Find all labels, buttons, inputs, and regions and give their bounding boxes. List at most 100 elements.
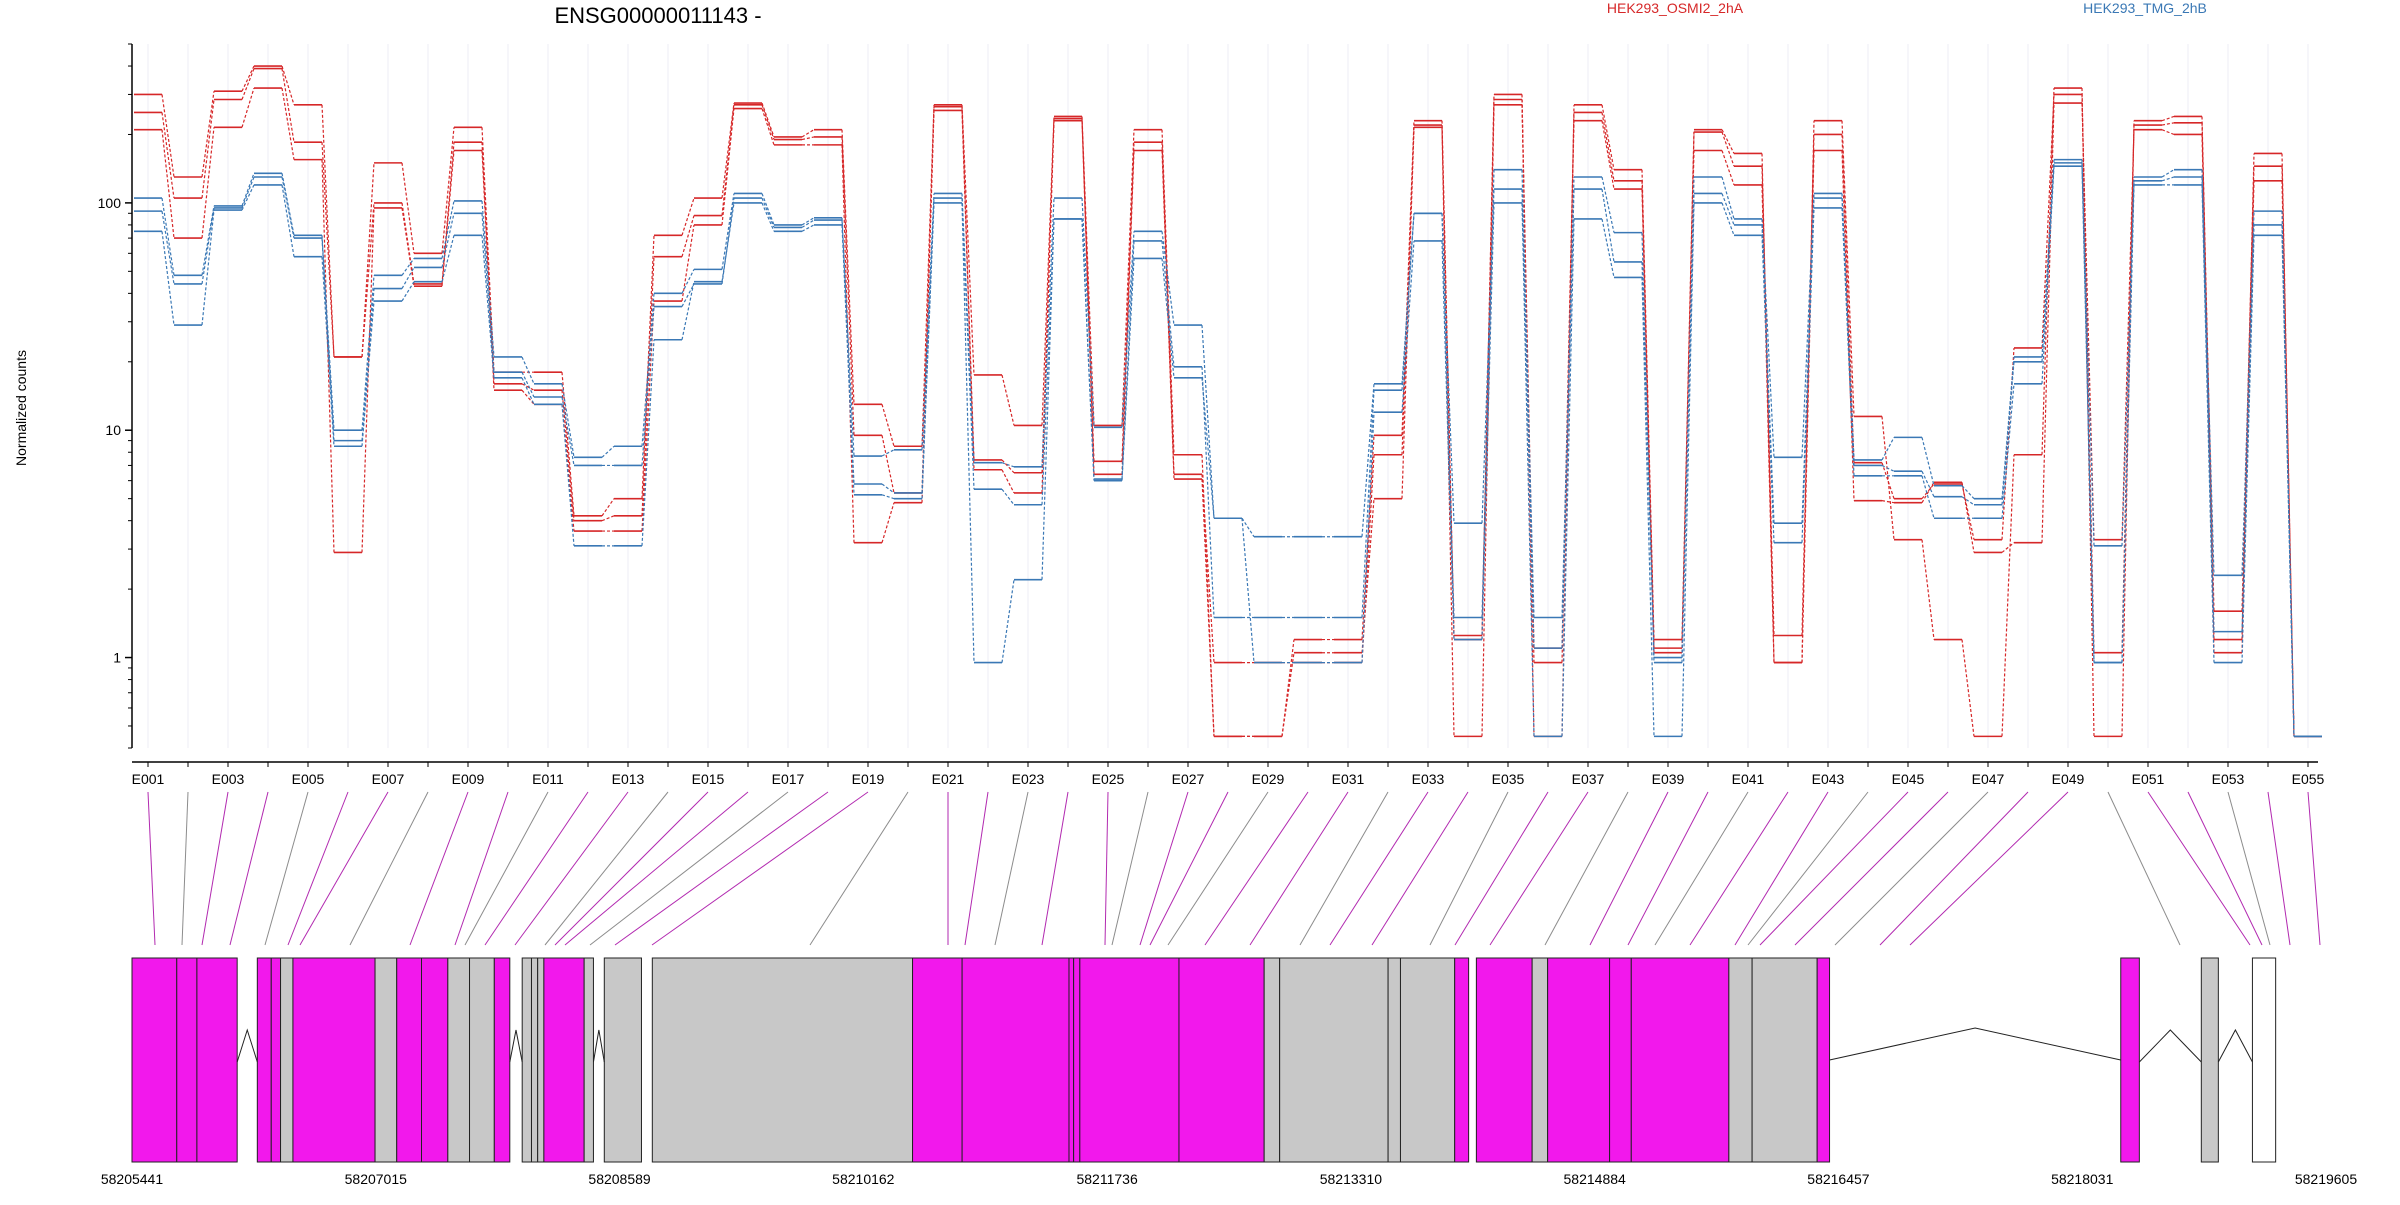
gene-exon-box (603, 957, 642, 1163)
gene-exon-box (1816, 957, 1831, 1163)
gene-exon-box (961, 957, 1070, 1163)
series-connector-OSMI2 (2161, 115, 2175, 122)
series-connector-TMG (2281, 235, 2295, 737)
x-tick-label-E029: E029 (1252, 771, 1285, 787)
gene-exon-box (196, 957, 238, 1163)
series-connector-OSMI2 (2241, 180, 2255, 653)
series-connector-OSMI2 (1921, 482, 1935, 503)
genomic-tick-label: 58208589 (588, 1171, 651, 1187)
exon-connector-E039 (1589, 791, 1669, 946)
exon-connector-E033 (1329, 791, 1429, 946)
series-connector-TMG (681, 269, 695, 294)
series-connector-TMG (1681, 202, 1695, 737)
series-connector-OSMI2 (1721, 150, 1735, 186)
series-connector-TMG (1761, 235, 1775, 543)
series-connector-OSMI2 (161, 94, 175, 178)
series-connector-OSMI2 (241, 65, 255, 92)
series-connector-TMG (1601, 176, 1615, 233)
x-tick-label-E031: E031 (1332, 771, 1365, 787)
exon-connector-E047 (1834, 791, 1989, 946)
exon-connector-E038 (1544, 791, 1629, 946)
exon-connector-E013 (514, 791, 629, 946)
series-connector-TMG (2241, 211, 2255, 576)
series-connector-OSMI2 (321, 104, 335, 357)
series-connector-OSMI2 (1921, 539, 1935, 640)
series-connector-OSMI2 (801, 136, 815, 141)
gene-exon-box (280, 957, 294, 1163)
series-connector-TMG (961, 198, 975, 490)
series-connector-TMG (1081, 198, 1095, 428)
gene-exon-box (2251, 957, 2277, 1163)
exon-connector-E048 (1879, 791, 2029, 946)
series-connector-OSMI2 (561, 390, 575, 521)
series-connector-OSMI2 (1201, 478, 1215, 737)
series-connector-OSMI2 (2121, 129, 2135, 540)
series-connector-TMG (2041, 162, 2055, 362)
exon-connector-E001 (147, 791, 156, 946)
series-connector-OSMI2 (1121, 142, 1135, 462)
series-connector-OSMI2 (601, 515, 615, 522)
series-connector-TMG (441, 235, 455, 282)
exon-connector-E049 (1909, 791, 2069, 946)
x-tick-label-E041: E041 (1732, 771, 1765, 787)
exon-connector-E028 (1149, 791, 1229, 946)
series-connector-OSMI2 (1601, 120, 1615, 190)
genomic-tick-label: 58218031 (2051, 1171, 2114, 1187)
series-connector-OSMI2 (521, 383, 535, 391)
series-connector-TMG (2281, 211, 2295, 737)
genomic-tick-label: 58207015 (345, 1171, 408, 1187)
series-connector-TMG (401, 267, 415, 289)
y-axis-label: Normalized counts (13, 350, 29, 466)
series-connector-TMG (1121, 231, 1135, 428)
gene-exon-box (1751, 957, 1818, 1163)
series-connector-OSMI2 (2201, 122, 2215, 612)
legend-label-tmg: HEK293_TMG_2hB (2083, 0, 2207, 16)
series-connector-TMG (2001, 383, 2015, 519)
series-connector-OSMI2 (1961, 639, 1975, 737)
series-connector-TMG (2001, 361, 2015, 505)
exon-connector-E006 (287, 791, 349, 946)
series-connector-TMG (281, 176, 295, 239)
series-connector-TMG (561, 383, 575, 458)
series-connector-TMG (1401, 240, 1415, 413)
series-connector-OSMI2 (241, 68, 255, 100)
series-connector-TMG (321, 256, 335, 447)
exon-connector-E019 (651, 791, 869, 946)
exon-connector-E010 (454, 791, 509, 946)
exon-connector-E029 (1167, 791, 1269, 946)
gene-exon-box (421, 957, 449, 1163)
exon-connector-E018 (614, 791, 829, 946)
series-connector-OSMI2 (441, 127, 455, 254)
series-connector-TMG (2161, 176, 2175, 182)
series-connector-TMG (1161, 231, 1175, 326)
series-connector-OSMI2 (1961, 482, 1975, 553)
series-connector-OSMI2 (1281, 639, 1295, 737)
series-connector-TMG (1441, 213, 1455, 618)
exon-connector-E020 (809, 791, 909, 946)
series-connector-OSMI2 (881, 435, 895, 494)
exon-connector-E030 (1204, 791, 1309, 946)
exon-connector-E034 (1371, 791, 1469, 946)
exon-connector-E026 (1111, 791, 1149, 946)
series-connector-TMG (2241, 224, 2255, 632)
series-connector-OSMI2 (1281, 652, 1295, 737)
exon-connector-E052 (2187, 791, 2263, 946)
exon-connector-E008 (349, 791, 429, 946)
series-connector-OSMI2 (721, 108, 735, 225)
x-tick-label-E049: E049 (2052, 771, 2085, 787)
x-tick-label-E047: E047 (1972, 771, 2005, 787)
exon-connector-E045 (1759, 791, 1909, 946)
gene-exon-box (270, 957, 282, 1163)
gene-exon-box (1454, 957, 1470, 1163)
exon-connector-E025 (1104, 791, 1109, 946)
series-connector-TMG (1481, 202, 1495, 640)
y-tick-label: 100 (98, 195, 122, 211)
series-connector-OSMI2 (241, 87, 255, 128)
gene-exon-box (543, 957, 585, 1163)
series-connector-TMG (561, 404, 575, 546)
x-tick-label-E053: E053 (2212, 771, 2245, 787)
series-connector-OSMI2 (1521, 104, 1535, 663)
x-tick-label-E043: E043 (1812, 771, 1845, 787)
series-connector-OSMI2 (761, 108, 775, 146)
